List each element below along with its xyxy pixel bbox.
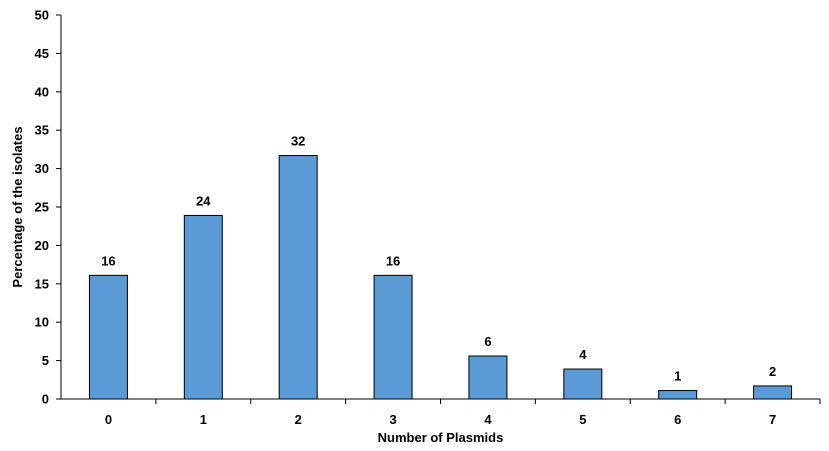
x-tick-label: 4 [484, 412, 492, 427]
data-labels: 16 24 32 16 6 4 1 2 [101, 134, 776, 384]
y-axis-title: Percentage of the isolates [10, 126, 25, 287]
bar-data-label: 32 [291, 134, 305, 149]
x-tick-label: 1 [200, 412, 207, 427]
bar [658, 390, 698, 400]
x-axis-ticks [155, 399, 821, 404]
y-tick-label: 20 [35, 238, 49, 253]
bar-data-label: 16 [386, 253, 400, 268]
bars [88, 155, 793, 400]
x-tick-label: 6 [674, 412, 681, 427]
x-axis-tick-labels: 0 1 2 3 4 5 6 7 [105, 412, 776, 427]
bar-data-label: 2 [769, 364, 776, 379]
bar [468, 355, 508, 400]
y-tick-label: 0 [42, 392, 49, 407]
y-tick-label: 5 [42, 353, 49, 368]
y-axis-tick-labels: 0 5 10 15 20 25 30 35 40 45 50 [35, 8, 49, 407]
x-tick-label: 2 [295, 412, 302, 427]
y-tick-label: 40 [35, 84, 49, 99]
bar-data-label: 6 [484, 334, 491, 349]
x-tick-label: 0 [105, 412, 112, 427]
bar [373, 274, 413, 400]
bar [563, 368, 603, 400]
y-tick-label: 45 [35, 46, 49, 61]
y-tick-label: 10 [35, 315, 49, 330]
bar [183, 214, 223, 400]
y-tick-label: 30 [35, 161, 49, 176]
y-tick-label: 35 [35, 123, 49, 138]
bar-data-label: 1 [674, 369, 681, 384]
bar [88, 274, 128, 400]
x-tick-label: 7 [769, 412, 776, 427]
y-tick-label: 15 [35, 276, 49, 291]
x-tick-label: 3 [389, 412, 396, 427]
x-tick-label: 5 [579, 412, 586, 427]
bar-data-label: 24 [196, 193, 211, 208]
bar [278, 155, 318, 400]
bar-data-label: 16 [101, 253, 115, 268]
x-axis-title: Number of Plasmids [378, 430, 504, 445]
y-axis-ticks [56, 14, 61, 400]
bar [753, 385, 793, 400]
y-tick-label: 50 [35, 8, 49, 23]
y-tick-label: 25 [35, 200, 49, 215]
bar-data-label: 4 [579, 347, 587, 362]
